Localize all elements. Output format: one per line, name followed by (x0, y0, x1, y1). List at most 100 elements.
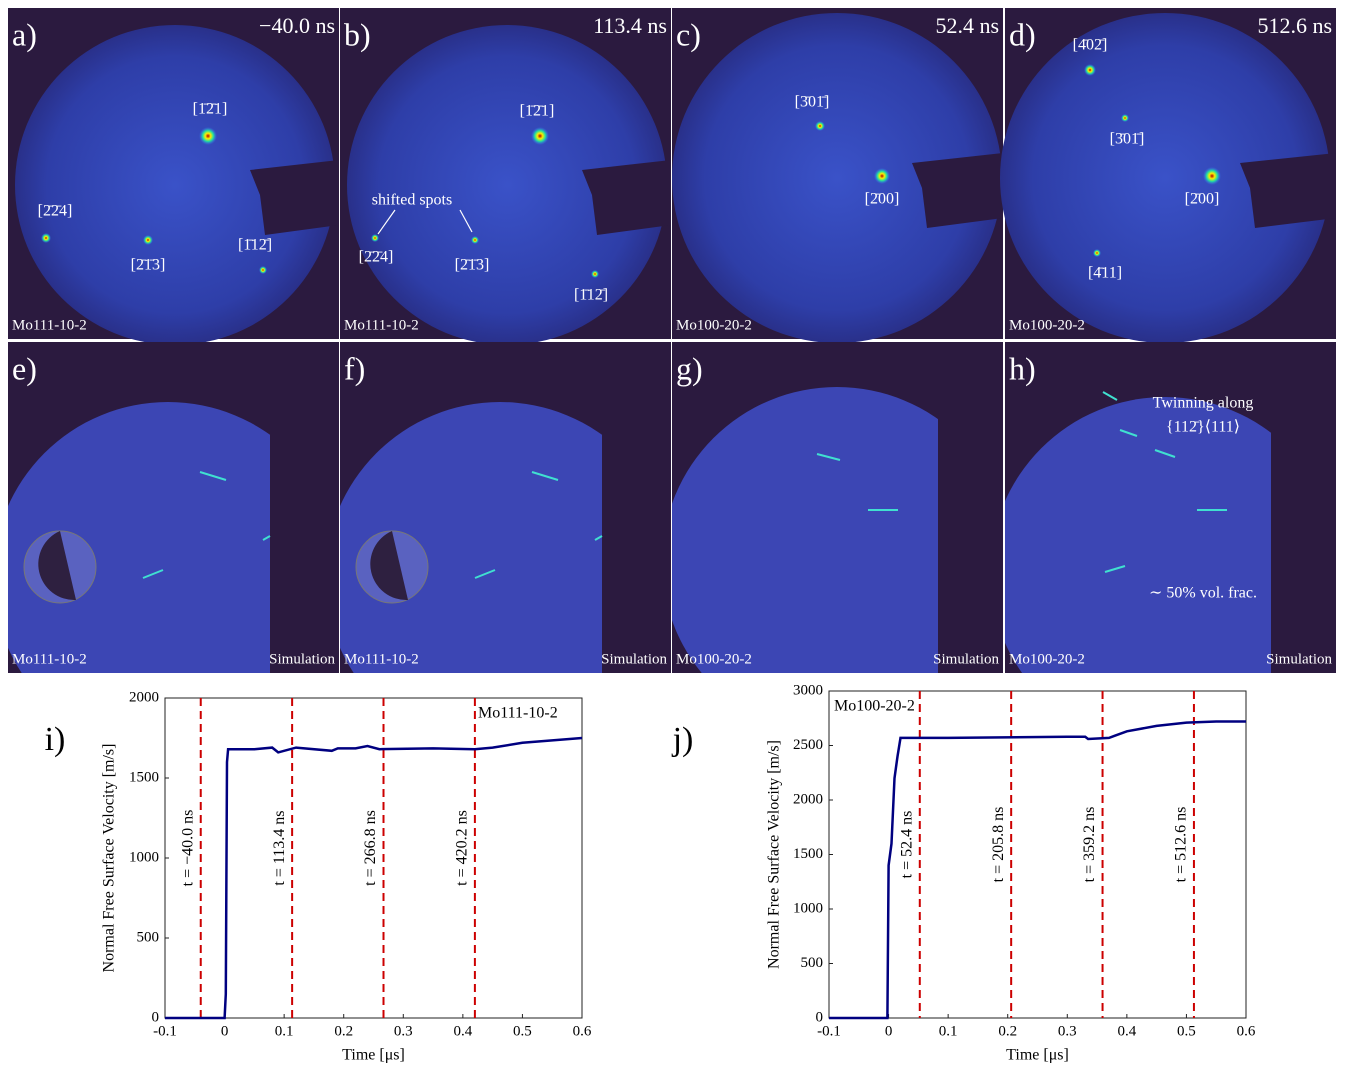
source-label: Simulation (601, 651, 667, 667)
panel-letter: i) (45, 721, 66, 758)
image-panel: c) 52.4 ns Mo100-20-2 [3̄01̄] [2̄00] (672, 8, 1003, 343)
time-marker-label: t = 359.2 ns (1081, 807, 1098, 883)
diffraction-spot (874, 168, 890, 184)
spot-label: [1̄12̄] (238, 237, 272, 254)
annotation: Twinning along (1153, 395, 1254, 412)
image-panel: d)512.6 nsMo100-20-2[4̄02̄][3̄01̄][2̄00]… (1000, 8, 1336, 343)
spot-label: [4̄02̄] (1073, 37, 1108, 54)
time-marker-label: t = −40.0 ns (179, 810, 196, 887)
spot-label: [3̄01̄] (1110, 131, 1145, 148)
y-tick-label: 1000 (793, 900, 823, 916)
image-panel: b)113.4 nsMo111-10-2[1̄2̄1][2̄2̄4][2̄1̄3… (340, 8, 671, 345)
spot-label: [2̄1̄3] (131, 257, 166, 274)
diffraction-spot (199, 127, 217, 145)
x-tick-label: 0.5 (513, 1023, 532, 1039)
diffraction-spot (41, 233, 51, 243)
annotation: ∼ 50% vol. frac. (1149, 585, 1257, 602)
diffraction-spot (1203, 167, 1221, 185)
image-panel: e) Mo111-10-2 Simulation (0, 342, 343, 752)
spot-label: [3̄01̄] (795, 94, 830, 111)
x-tick-label: 0.6 (1237, 1023, 1256, 1039)
image-panel: g) Mo100-20-2 Simulation (662, 342, 1012, 737)
figure: a) −40.0 ns Mo111-10-2 [1̄2̄1] [2̄2̄4] [2̄1̄3… (0, 0, 1346, 1067)
source-label: Simulation (1266, 651, 1332, 667)
y-tick-label: 500 (801, 955, 824, 971)
time-label: −40.0 ns (259, 13, 335, 38)
image-panel: f) Mo111-10-2 Simulation (325, 342, 675, 752)
diffraction-spot (471, 236, 479, 244)
image-panel: h)Mo100-20-2SimulationTwinning along{112… (990, 342, 1340, 747)
image-panel: a) −40.0 ns Mo111-10-2 [1̄2̄1] [2̄2̄4] [2̄1̄3… (8, 8, 339, 345)
y-tick-label: 0 (152, 1009, 160, 1025)
spot-label: [1̄2̄1] (520, 103, 555, 120)
panel-letter: g) (676, 350, 703, 386)
x-tick-label: 0.4 (453, 1023, 472, 1039)
time-marker-label: t = 420.2 ns (454, 810, 471, 886)
x-tick-label: 0.2 (334, 1023, 353, 1039)
annotation: {112̄}⟨111⟩ (1166, 419, 1240, 436)
diffraction-spot (1121, 114, 1129, 122)
diffraction-spot (815, 121, 825, 131)
sample-label: Mo111-10-2 (12, 317, 87, 333)
annotation: shifted spots (372, 192, 452, 209)
sample-label: Mo111-10-2 (344, 651, 419, 667)
time-marker-label: t = 205.8 ns (990, 807, 1007, 883)
y-tick-label: 2000 (793, 791, 823, 807)
time-marker-label: t = 113.4 ns (271, 810, 288, 885)
spot-label: [2̄2̄4] (38, 203, 73, 220)
x-tick-label: -0.1 (817, 1023, 841, 1039)
panel-letter: f) (344, 350, 365, 386)
sample-label: Mo111-10-2 (12, 651, 87, 667)
x-tick-label: 0.2 (998, 1023, 1017, 1039)
spot-label: [2̄2̄4] (359, 249, 394, 266)
x-tick-label: 0.4 (1117, 1023, 1136, 1039)
y-axis-label: Normal Free Surface Velocity [m/s] (766, 740, 783, 969)
spot-label: [1̄12̄] (574, 287, 608, 304)
time-label: 52.4 ns (935, 13, 999, 38)
diffraction-spot (259, 266, 267, 274)
diffraction-spot (1093, 249, 1101, 257)
x-tick-label: 0 (885, 1023, 893, 1039)
source-label: Simulation (269, 651, 335, 667)
diffraction-spot (531, 127, 549, 145)
panel-letter: j) (672, 721, 694, 758)
diffraction-spot (591, 270, 599, 278)
spot-label: [2̄00] (865, 191, 900, 208)
source-label: Simulation (933, 651, 999, 667)
diffraction-spot (371, 234, 379, 242)
diffraction-spot (143, 235, 153, 245)
y-tick-label: 2000 (129, 689, 159, 705)
x-tick-label: 0.3 (1058, 1023, 1077, 1039)
spot-label: [1̄2̄1] (193, 101, 228, 118)
x-tick-label: 0 (221, 1023, 229, 1039)
panel-letter: c) (676, 16, 701, 52)
sample-label: Mo100-20-2 (1009, 651, 1085, 667)
y-tick-label: 0 (816, 1009, 824, 1025)
x-axis-label: Time [μs] (342, 1047, 405, 1064)
chart-annotation: Mo100-20-2 (834, 698, 915, 715)
sample-label: Mo100-20-2 (676, 651, 752, 667)
time-marker-label: t = 512.6 ns (1173, 807, 1190, 883)
x-tick-label: 0.6 (573, 1023, 592, 1039)
panel-letter: a) (12, 16, 37, 52)
y-tick-label: 3000 (793, 682, 823, 698)
sample-label: Mo111-10-2 (344, 317, 419, 333)
panel-letter: e) (12, 350, 37, 386)
shadow-notch (912, 153, 1003, 228)
x-tick-label: -0.1 (153, 1023, 177, 1039)
sample-label: Mo100-20-2 (676, 317, 752, 333)
y-tick-label: 1000 (129, 849, 159, 865)
y-tick-label: 1500 (793, 846, 823, 862)
panel-letter: d) (1009, 16, 1036, 52)
x-tick-label: 0.1 (275, 1023, 294, 1039)
time-label: 113.4 ns (593, 13, 667, 38)
sample-label: Mo100-20-2 (1009, 317, 1085, 333)
spot-label: [4̄11] (1088, 265, 1122, 282)
y-tick-label: 1500 (129, 769, 159, 785)
diffraction-spot (1084, 64, 1096, 76)
shadow-notch (1240, 153, 1336, 228)
x-axis-label: Time [μs] (1006, 1047, 1069, 1064)
spot-label: [2̄1̄3] (455, 257, 490, 274)
x-tick-label: 0.1 (939, 1023, 958, 1039)
time-marker-label: t = 52.4 ns (898, 811, 915, 879)
